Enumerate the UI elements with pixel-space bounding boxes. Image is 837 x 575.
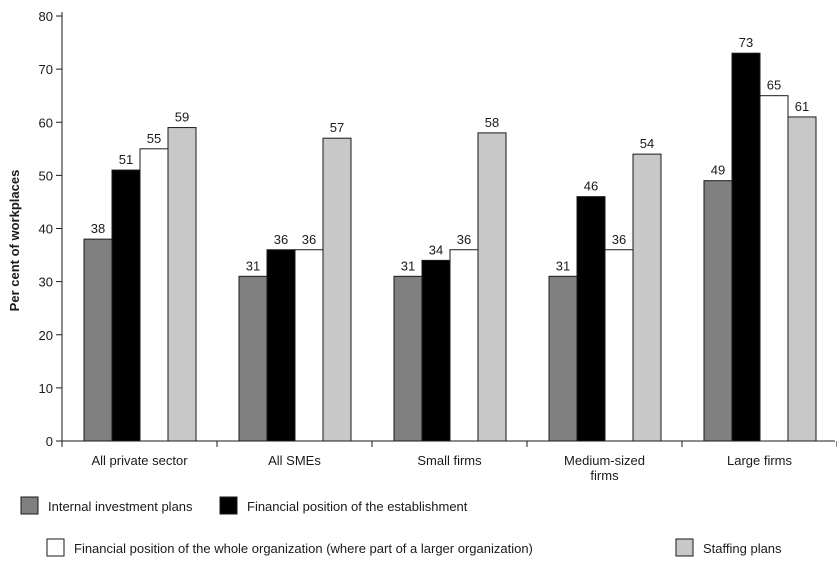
y-tick-label: 30 xyxy=(39,275,53,290)
category-label: All private sector xyxy=(91,453,188,468)
category-label: Medium-sized xyxy=(564,453,645,468)
bar-value-label: 31 xyxy=(401,258,415,273)
bar-value-label: 36 xyxy=(302,232,316,247)
bar-value-label: 31 xyxy=(556,258,570,273)
category-label: firms xyxy=(590,468,619,483)
y-tick-label: 60 xyxy=(39,115,53,130)
bar xyxy=(787,116,817,442)
bar xyxy=(294,249,324,442)
category-label: Small firms xyxy=(417,453,482,468)
category-label: Large firms xyxy=(727,453,793,468)
bar-value-label: 55 xyxy=(147,131,161,146)
legend: Internal investment plans Financial posit… xyxy=(20,496,782,557)
bar-value-label: 57 xyxy=(330,120,344,135)
y-tick-label: 10 xyxy=(39,381,53,396)
legend-label: Financial position of the establishment xyxy=(247,499,468,514)
bar xyxy=(421,259,451,442)
bar xyxy=(322,137,352,442)
bar xyxy=(731,52,761,442)
axes-layer: 0 10 20 30 40 50 60 70 80 Per cent of workplaces xyxy=(7,9,837,449)
y-tick-label: 40 xyxy=(39,222,53,237)
y-axis-title: Per cent of workplaces xyxy=(7,170,22,312)
bar-value-label: 61 xyxy=(795,99,809,114)
bar xyxy=(703,180,733,442)
bars-layer xyxy=(83,52,817,442)
bar xyxy=(548,275,578,442)
bar-value-label: 36 xyxy=(457,232,471,247)
legend-swatch xyxy=(675,538,694,557)
bar xyxy=(83,238,113,442)
y-tick-label: 0 xyxy=(46,434,53,449)
bar xyxy=(238,275,268,442)
bar-value-label: 34 xyxy=(429,242,443,257)
bar-value-label: 54 xyxy=(640,136,654,151)
legend-swatch xyxy=(20,496,39,515)
legend-label: Staffing plans xyxy=(703,541,782,556)
bar xyxy=(759,95,789,442)
y-tick-label: 50 xyxy=(39,168,53,183)
legend-swatch xyxy=(46,538,65,557)
bar-value-label: 46 xyxy=(584,179,598,194)
bar xyxy=(632,153,662,442)
y-tick-label: 70 xyxy=(39,62,53,77)
y-tick-label: 80 xyxy=(39,9,53,24)
bar-value-label: 58 xyxy=(485,115,499,130)
legend-swatch xyxy=(219,496,238,515)
bar-value-label: 36 xyxy=(612,232,626,247)
bar-value-label: 38 xyxy=(91,221,105,236)
y-tick-label: 20 xyxy=(39,328,53,343)
legend-label: Financial position of the whole organiza… xyxy=(74,541,533,556)
bar-value-label: 59 xyxy=(175,110,189,125)
bar-value-label: 49 xyxy=(711,163,725,178)
bar xyxy=(139,148,169,442)
bar-value-label: 51 xyxy=(119,152,133,167)
bar xyxy=(576,196,606,442)
bar-value-label: 73 xyxy=(739,35,753,50)
bar xyxy=(449,249,479,442)
bar-value-label: 65 xyxy=(767,78,781,93)
category-label: All SMEs xyxy=(268,453,321,468)
bar-value-label: 36 xyxy=(274,232,288,247)
bar xyxy=(477,132,507,442)
bar xyxy=(266,249,296,442)
bar xyxy=(393,275,423,442)
bar xyxy=(604,249,634,442)
bar xyxy=(111,169,141,442)
labels-layer: 38 51 55 59 All private sector 31 36 36 57 All SM… xyxy=(91,35,809,483)
bar-value-label: 31 xyxy=(246,258,260,273)
bar xyxy=(167,127,197,442)
legend-label: Internal investment plans xyxy=(48,499,193,514)
